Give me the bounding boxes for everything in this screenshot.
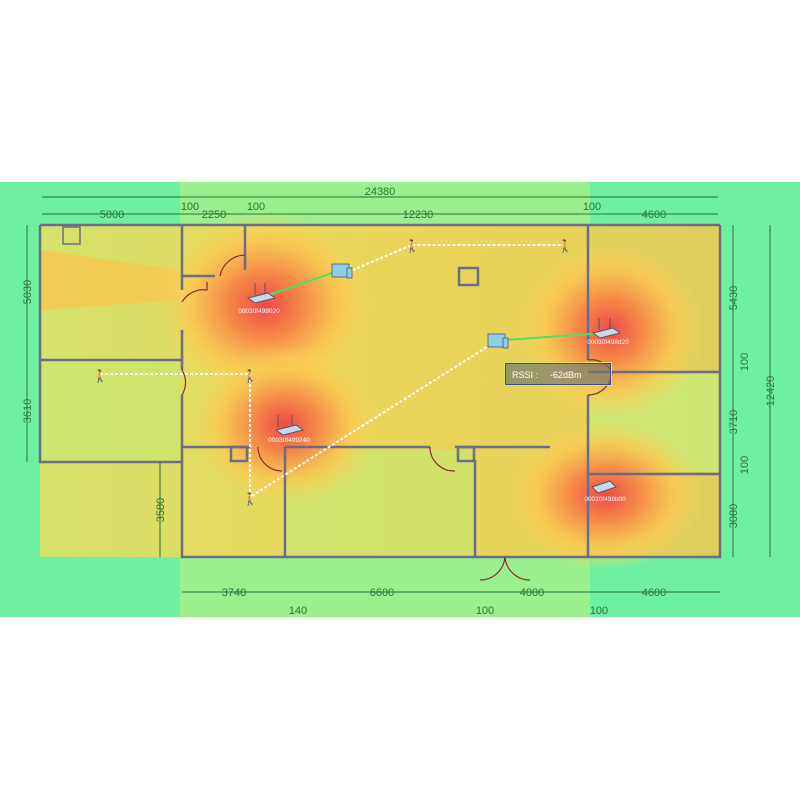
dimension-left: 3580 — [155, 498, 167, 522]
dimension-right: 100 — [739, 456, 751, 474]
person-icon: 🚶 — [243, 369, 258, 383]
access-point-label: 00030f498d20 — [587, 339, 629, 346]
dimension-bottom-gap: 100 — [476, 605, 494, 617]
doors — [181, 254, 613, 581]
access-point[interactable]: 00030f498b00 — [584, 480, 626, 503]
dimension-top: 4600 — [642, 209, 666, 221]
dimension-bottom: 4000 — [520, 587, 544, 599]
router-icon — [591, 480, 617, 494]
dimension-top: 100 — [247, 201, 265, 213]
person-icon: 🚶 — [243, 492, 258, 506]
dimension-right: 5430 — [728, 286, 740, 310]
dimension-top: 5000 — [100, 209, 124, 221]
dimension-right: 100 — [739, 353, 751, 371]
dimension-top: 100 — [583, 201, 601, 213]
client-device-icon[interactable] — [331, 263, 353, 279]
dimension-bottom-gap: 100 — [590, 605, 608, 617]
person-icon: 🚶 — [93, 369, 108, 383]
rssi-value: -62dBm — [550, 370, 582, 380]
router-icon — [591, 318, 622, 339]
walls — [38, 223, 722, 559]
access-point[interactable]: 00030f499240 — [268, 415, 310, 444]
access-point[interactable]: 00030f499020 — [238, 283, 280, 315]
dimension-top: 12230 — [403, 209, 434, 221]
dimension-right: 3710 — [728, 410, 740, 434]
person-icon: 🚶 — [558, 239, 573, 253]
dimension-bottom: 4600 — [642, 587, 666, 599]
heat-zone — [40, 250, 180, 310]
dimension-bottom: 3740 — [222, 587, 246, 599]
router-icon — [246, 283, 277, 304]
dimension-top: 100 — [181, 201, 199, 213]
heat-zone — [40, 360, 180, 462]
dimension-right-total: 12420 — [765, 376, 777, 407]
client-device-icon[interactable] — [487, 333, 509, 349]
access-point-label: 00030f498b00 — [584, 496, 626, 503]
dimension-left: 5030 — [22, 280, 34, 304]
walk-paths — [100, 244, 565, 499]
dimension-right: 3080 — [728, 504, 740, 528]
rssi-tooltip: RSSI : -62dBm — [504, 362, 612, 386]
dimension-left: 3610 — [22, 399, 34, 423]
wifi-heatmap-floorplan[interactable]: 24380 5000 100 2250 100 12230 100 4600 5… — [0, 182, 800, 617]
person-icon: 🚶 — [405, 239, 420, 253]
dimension-top: 2250 — [202, 209, 226, 221]
heat-hotspot — [190, 345, 380, 505]
dimension-top-total: 24380 — [365, 186, 396, 198]
access-point-label: 00030f499240 — [268, 437, 310, 444]
dimension-bottom-gap: 140 — [289, 605, 307, 617]
dimension-bottom: 6600 — [370, 587, 394, 599]
heat-hotspot — [505, 420, 705, 570]
dimension-lines — [26, 196, 771, 593]
rssi-label: RSSI : — [512, 370, 539, 380]
person-icons: 🚶 🚶 🚶 🚶 🚶 — [93, 239, 573, 506]
access-point-label: 00030f499020 — [238, 308, 280, 315]
signal-links — [259, 271, 606, 341]
access-point[interactable]: 00030f498d20 — [587, 318, 629, 346]
router-icon — [274, 415, 305, 436]
